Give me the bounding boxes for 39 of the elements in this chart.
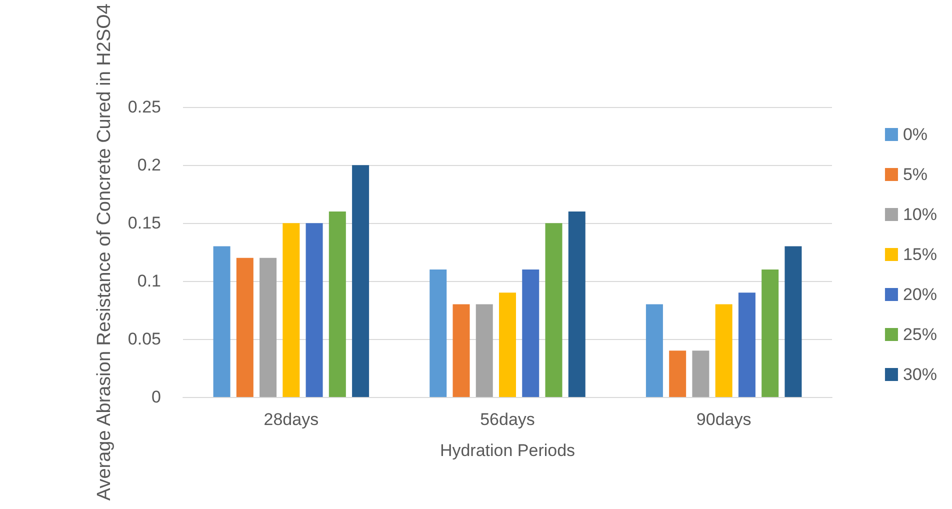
y-axis-title: Average Abrasion Resistance of Concrete Cured in H2SO4	[94, 3, 116, 501]
bar	[430, 269, 447, 397]
x-tick-label: 90days	[696, 410, 752, 429]
y-tick-label: 0.2	[137, 156, 161, 175]
bar	[328, 211, 346, 397]
legend-label: 5%	[902, 165, 928, 184]
y-tick-label: 0.1	[137, 272, 161, 291]
bar	[692, 350, 710, 397]
bar	[669, 350, 686, 397]
bar	[646, 304, 663, 397]
bar	[282, 223, 300, 397]
bar	[452, 304, 470, 397]
bar	[522, 269, 540, 397]
y-tick-label: 0.15	[128, 214, 161, 233]
bar	[476, 304, 493, 397]
x-axis-title: Hydration Periods	[440, 441, 576, 460]
bar	[784, 246, 802, 397]
legend-label: 20%	[902, 285, 938, 304]
bar	[213, 246, 230, 397]
legend-label: 0%	[902, 125, 928, 144]
y-tick-label: 0.05	[128, 330, 161, 349]
bar	[715, 304, 732, 397]
bar	[762, 269, 779, 397]
legend-label: 30%	[902, 365, 938, 384]
y-tick-label: 0	[152, 388, 161, 406]
y-tick-label: 0.25	[128, 98, 161, 117]
bar	[499, 292, 516, 397]
legend-label: 25%	[902, 325, 938, 344]
legend-label: 15%	[902, 245, 938, 264]
x-tick-label: 56days	[480, 410, 535, 429]
bar	[545, 223, 562, 397]
bar	[236, 258, 254, 397]
bar	[738, 292, 756, 397]
bar	[260, 258, 277, 397]
bar	[306, 223, 323, 397]
legend-label: 10%	[902, 205, 938, 224]
bar	[352, 165, 370, 397]
x-tick-label: 28days	[264, 410, 319, 429]
bar	[568, 211, 586, 397]
